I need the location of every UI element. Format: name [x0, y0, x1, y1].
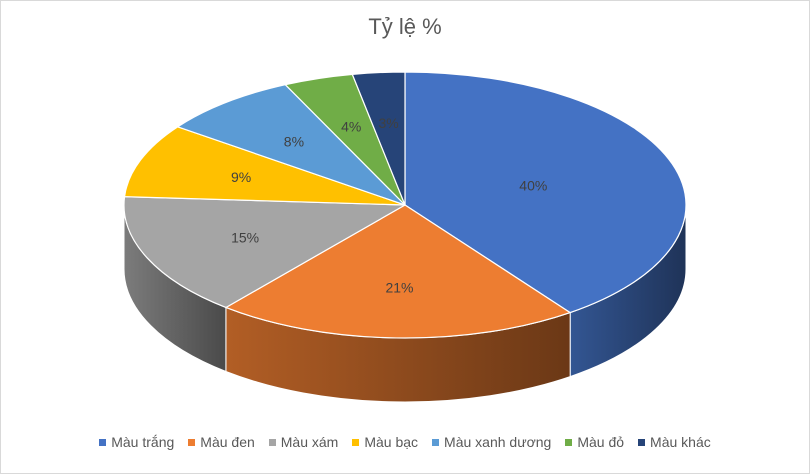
- legend-swatch: [268, 438, 276, 446]
- data-label-4: 9%: [231, 169, 251, 185]
- data-label-7: 3%: [378, 115, 398, 131]
- data-label-3: 15%: [231, 230, 259, 246]
- legend-label: Màu xanh dương: [444, 434, 552, 450]
- legend-label: Màu xám: [280, 434, 339, 450]
- pie-slice-7[interactable]: [351, 71, 406, 206]
- legend-label: Màu trắng: [111, 434, 175, 450]
- pie-slice-5[interactable]: [177, 84, 406, 206]
- data-label-1: 40%: [519, 177, 547, 193]
- legend-item-5[interactable]: Màu xanh dương: [432, 434, 551, 450]
- legend-item-1[interactable]: Màu trắng: [99, 434, 174, 450]
- chart-legend: Màu trắng Màu đen Màu xám Màu bạc Màu xanh d…: [0, 434, 810, 450]
- data-labels: 40% 21% 15% 9% 8% 4% 3%: [231, 115, 547, 295]
- legend-item-6[interactable]: Màu đỏ: [565, 434, 624, 450]
- pie-slice-3[interactable]: [123, 196, 406, 309]
- pie-slice-2[interactable]: [225, 204, 571, 339]
- pie-slice-4[interactable]: [123, 126, 406, 206]
- legend-label: Màu đen: [200, 434, 255, 450]
- chart-title: Tỷ lệ %: [368, 14, 442, 39]
- legend-swatch: [99, 438, 107, 446]
- data-label-2: 21%: [385, 279, 413, 295]
- legend-swatch: [188, 438, 196, 446]
- legend-item-4[interactable]: Màu bạc: [352, 434, 418, 450]
- legend-label: Màu bạc: [364, 434, 419, 450]
- legend-swatch: [565, 438, 573, 446]
- legend-label: Màu đỏ: [577, 434, 625, 450]
- legend-item-2[interactable]: Màu đen: [188, 434, 255, 450]
- pie-slice-1[interactable]: [404, 71, 687, 314]
- data-label-5: 8%: [284, 134, 304, 150]
- legend-swatch: [432, 438, 440, 446]
- legend-item-7[interactable]: Màu khác: [638, 434, 711, 450]
- legend-item-3[interactable]: Màu xám: [268, 434, 339, 450]
- legend-swatch: [352, 438, 360, 446]
- data-label-6: 4%: [341, 119, 361, 135]
- legend-label: Màu khác: [650, 434, 711, 450]
- pie-top-faces: [123, 71, 687, 339]
- legend-swatch: [638, 438, 646, 446]
